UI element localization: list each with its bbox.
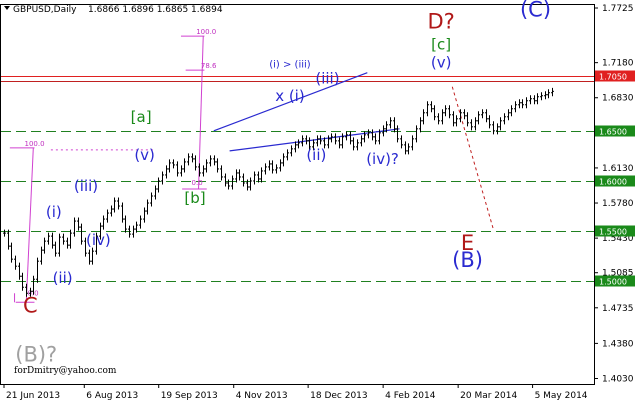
y-tick-label: 1.4735 bbox=[602, 304, 634, 314]
y-tick-label: 1.4380 bbox=[602, 339, 634, 349]
price-level-tag bbox=[595, 125, 635, 137]
wave-label: (iv) bbox=[86, 231, 111, 249]
wave-label: (B) bbox=[452, 248, 483, 272]
x-tick-label: 19 Sep 2013 bbox=[161, 391, 218, 401]
wave-label: (iii) bbox=[74, 177, 98, 195]
price-levels bbox=[1, 76, 594, 282]
price-level-tag-label: 1.7050 bbox=[599, 73, 627, 82]
wave-label: (ii) bbox=[306, 146, 326, 164]
fib-line-left bbox=[25, 147, 34, 303]
y-axis: 1.77251.71801.68301.64801.61301.57801.54… bbox=[594, 4, 634, 384]
y-tick-label: 1.4030 bbox=[602, 374, 634, 384]
price-level-tag bbox=[595, 225, 635, 237]
price-level-tag bbox=[595, 275, 635, 287]
wave-label: C bbox=[23, 293, 38, 317]
price-level-tag-label: 1.5500 bbox=[599, 228, 627, 237]
wave-label: E bbox=[461, 231, 474, 255]
channel-upper-line bbox=[213, 72, 368, 132]
wave-label: (iii) bbox=[315, 70, 339, 88]
wave-label: [a] bbox=[131, 108, 152, 126]
wave-label: [c] bbox=[431, 36, 451, 54]
x-axis: 21 Jun 2013 6 Aug 2013 19 Sep 2013 4 Nov 20… bbox=[3, 384, 588, 401]
wave-label: x (i) bbox=[275, 87, 305, 105]
chart-menu-icon[interactable] bbox=[4, 6, 10, 10]
author-watermark: forDmitry@yahoo.com bbox=[14, 366, 117, 376]
x-tick-label: 4 Nov 2013 bbox=[236, 391, 288, 401]
wave-label: (i) > (iii) bbox=[269, 60, 311, 71]
price-level-tag-label: 1.6000 bbox=[599, 178, 627, 187]
wave-label: (v) bbox=[431, 54, 452, 72]
wave-label: (v) bbox=[134, 146, 155, 164]
x-tick-label: 6 Aug 2013 bbox=[86, 391, 138, 401]
y-tick-label: 1.7725 bbox=[602, 4, 634, 14]
symbol-label: GBPUSD,Daily bbox=[13, 5, 77, 15]
wave-label: (ii) bbox=[53, 269, 73, 287]
fib-label: 78.6 bbox=[201, 62, 217, 70]
y-tick-label: 1.5085 bbox=[602, 269, 634, 279]
y-tick-label: 1.5430 bbox=[602, 234, 634, 244]
wave-label: [b] bbox=[184, 189, 205, 207]
price-level-tag-label: 1.5000 bbox=[599, 278, 627, 287]
price-series bbox=[3, 87, 554, 297]
ohlc-values: 1.6866 1.6896 1.6865 1.6894 bbox=[88, 5, 223, 15]
y-tick-label: 1.7180 bbox=[602, 59, 634, 69]
wave-label: D? bbox=[427, 10, 454, 34]
fib-label: 0.0 bbox=[192, 179, 203, 187]
price-level-tag bbox=[595, 70, 635, 82]
x-tick-label: 18 Dec 2013 bbox=[310, 391, 368, 401]
price-level-tag bbox=[595, 175, 635, 187]
projection-line bbox=[451, 86, 494, 230]
x-tick-label: 20 Mar 2014 bbox=[460, 391, 517, 401]
wave-labels: (C)D?[c](v)(i) > (iii)(iii)x (i)[a](v) (i… bbox=[15, 0, 551, 366]
plot-background bbox=[0, 4, 595, 385]
level-tags: 1.7050 1.6500 1.6000 1.5500 1.5000 bbox=[595, 70, 635, 287]
price-level-tag-label: 1.6500 bbox=[599, 128, 627, 137]
x-tick-label: 21 Jun 2013 bbox=[6, 391, 60, 401]
wave-label: (B)? bbox=[15, 342, 57, 366]
x-tick-label: 4 Feb 2014 bbox=[385, 391, 436, 401]
fib-label: 100.0 bbox=[25, 140, 45, 148]
y-tick-label: 1.6130 bbox=[602, 164, 634, 174]
wave-label: (i) bbox=[46, 203, 62, 221]
wave-label: (iv)? bbox=[366, 150, 399, 168]
x-tick-label: 5 May 2014 bbox=[535, 391, 588, 401]
y-tick-label: 1.6830 bbox=[602, 94, 634, 104]
wave-label: (C) bbox=[520, 0, 551, 22]
y-tick-label: 1.5780 bbox=[602, 199, 634, 209]
fib-label: 100.0 bbox=[196, 28, 216, 36]
